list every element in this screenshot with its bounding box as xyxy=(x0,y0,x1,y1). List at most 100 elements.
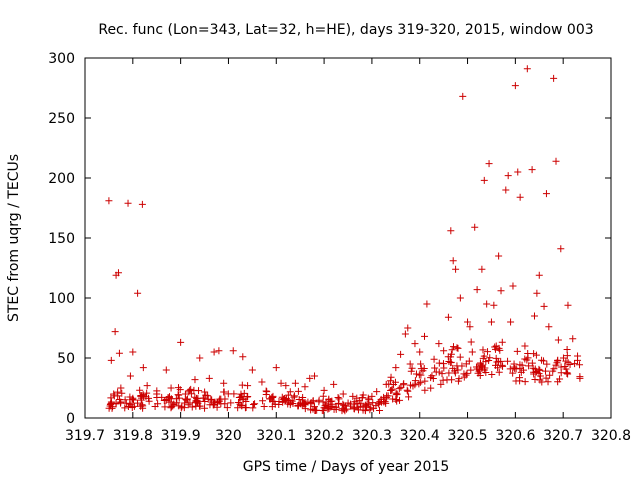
data-point xyxy=(320,386,328,394)
data-point xyxy=(376,398,384,406)
data-point xyxy=(452,265,460,273)
data-point xyxy=(194,397,202,405)
data-point xyxy=(449,257,457,265)
data-point xyxy=(472,363,480,371)
data-point xyxy=(237,390,245,398)
data-point xyxy=(359,406,367,414)
data-point xyxy=(540,302,548,310)
data-point xyxy=(144,394,152,402)
data-point xyxy=(491,345,499,353)
data-point xyxy=(319,392,327,400)
data-point xyxy=(392,364,400,372)
data-point xyxy=(495,252,503,260)
data-point xyxy=(504,172,512,180)
data-point xyxy=(536,376,544,384)
data-point xyxy=(554,336,562,344)
data-point xyxy=(509,282,517,290)
data-point xyxy=(241,404,249,412)
data-point xyxy=(206,401,214,409)
data-point xyxy=(401,330,409,338)
data-point xyxy=(530,312,538,320)
data-point xyxy=(309,397,317,405)
data-point xyxy=(478,265,486,273)
data-point xyxy=(201,404,209,412)
data-point xyxy=(466,323,474,331)
data-point xyxy=(448,346,456,354)
data-point xyxy=(330,405,338,413)
data-point xyxy=(496,346,504,354)
data-point xyxy=(115,349,123,357)
data-point xyxy=(557,369,565,377)
data-point xyxy=(459,92,467,100)
data-point xyxy=(266,395,274,403)
data-point xyxy=(143,382,151,390)
data-point xyxy=(454,366,462,374)
data-point xyxy=(272,364,280,372)
data-point xyxy=(184,401,192,409)
data-point xyxy=(145,397,153,405)
data-point xyxy=(449,343,457,351)
data-point xyxy=(520,366,528,374)
data-point xyxy=(447,358,455,366)
data-point xyxy=(456,294,464,302)
data-point xyxy=(406,360,414,368)
data-point xyxy=(109,403,117,411)
data-point xyxy=(391,378,399,386)
data-point xyxy=(290,393,298,401)
data-point xyxy=(376,406,384,414)
data-point xyxy=(215,347,223,355)
data-point xyxy=(483,300,491,308)
data-point xyxy=(110,392,118,400)
data-point xyxy=(514,168,522,176)
data-point xyxy=(114,388,122,396)
data-point xyxy=(454,344,462,352)
data-point xyxy=(408,364,416,372)
data-point xyxy=(471,223,479,231)
data-point xyxy=(259,397,267,405)
x-tick-label: 320.2 xyxy=(304,428,344,444)
data-point xyxy=(121,404,129,412)
data-point xyxy=(208,396,216,404)
data-point xyxy=(165,394,173,402)
x-tick-label: 320.7 xyxy=(543,428,583,444)
data-point xyxy=(449,364,457,372)
data-point xyxy=(465,357,473,365)
data-point xyxy=(294,402,302,410)
data-point xyxy=(108,399,116,407)
data-point xyxy=(107,356,115,364)
data-point xyxy=(438,370,446,378)
data-point xyxy=(134,289,142,297)
data-point xyxy=(492,354,500,362)
data-point xyxy=(492,361,500,369)
data-point xyxy=(136,386,144,394)
data-point xyxy=(407,367,415,375)
data-point xyxy=(535,365,543,373)
data-point xyxy=(180,404,188,412)
data-point xyxy=(239,396,247,404)
data-point xyxy=(214,398,222,406)
data-point xyxy=(511,82,519,90)
data-point xyxy=(415,371,423,379)
data-point xyxy=(416,378,424,386)
y-tick-label: 150 xyxy=(48,231,75,247)
data-point xyxy=(315,396,323,404)
data-point xyxy=(248,366,256,374)
data-point xyxy=(561,363,569,371)
data-point xyxy=(282,382,290,390)
data-point xyxy=(563,352,571,360)
data-point xyxy=(349,392,357,400)
data-point xyxy=(468,348,476,356)
data-point xyxy=(497,287,505,295)
data-point xyxy=(175,394,183,402)
data-point xyxy=(160,396,168,404)
data-point xyxy=(236,400,244,408)
data-point xyxy=(542,367,550,375)
data-point xyxy=(502,186,510,194)
data-point xyxy=(137,402,145,410)
data-point xyxy=(432,368,440,376)
data-point xyxy=(404,387,412,395)
data-point xyxy=(474,369,482,377)
data-point xyxy=(169,402,177,410)
data-point xyxy=(460,370,468,378)
data-point xyxy=(445,369,453,377)
